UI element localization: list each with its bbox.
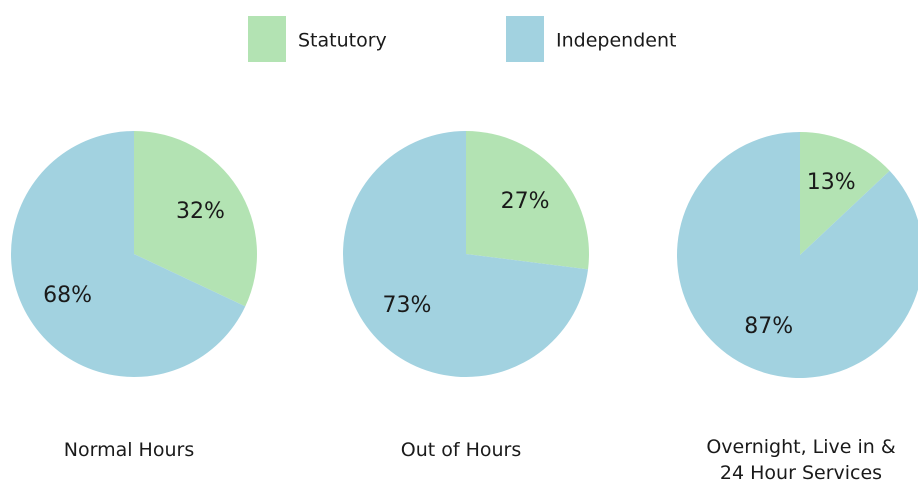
pie-title: Out of Hours bbox=[401, 439, 522, 461]
data-label: 68% bbox=[43, 283, 92, 308]
data-label: 13% bbox=[807, 170, 856, 195]
pie-slice bbox=[134, 131, 257, 307]
pie-slice bbox=[800, 132, 890, 255]
legend-label: Statutory bbox=[298, 30, 387, 52]
pie-slice bbox=[10, 131, 246, 377]
data-label: 32% bbox=[176, 199, 225, 224]
data-label: 73% bbox=[382, 293, 431, 318]
data-label: 27% bbox=[501, 189, 550, 214]
legend-swatch bbox=[506, 16, 544, 62]
pie-slice bbox=[342, 131, 589, 377]
data-label: 87% bbox=[744, 314, 793, 339]
pie-slice bbox=[676, 132, 918, 378]
pie-slice bbox=[466, 131, 589, 270]
pie-title: Normal Hours bbox=[64, 439, 194, 461]
pie-title: Overnight, Live in & 24 Hour Services bbox=[706, 436, 896, 484]
legend-swatch bbox=[248, 16, 286, 62]
legend-label: Independent bbox=[556, 30, 676, 52]
